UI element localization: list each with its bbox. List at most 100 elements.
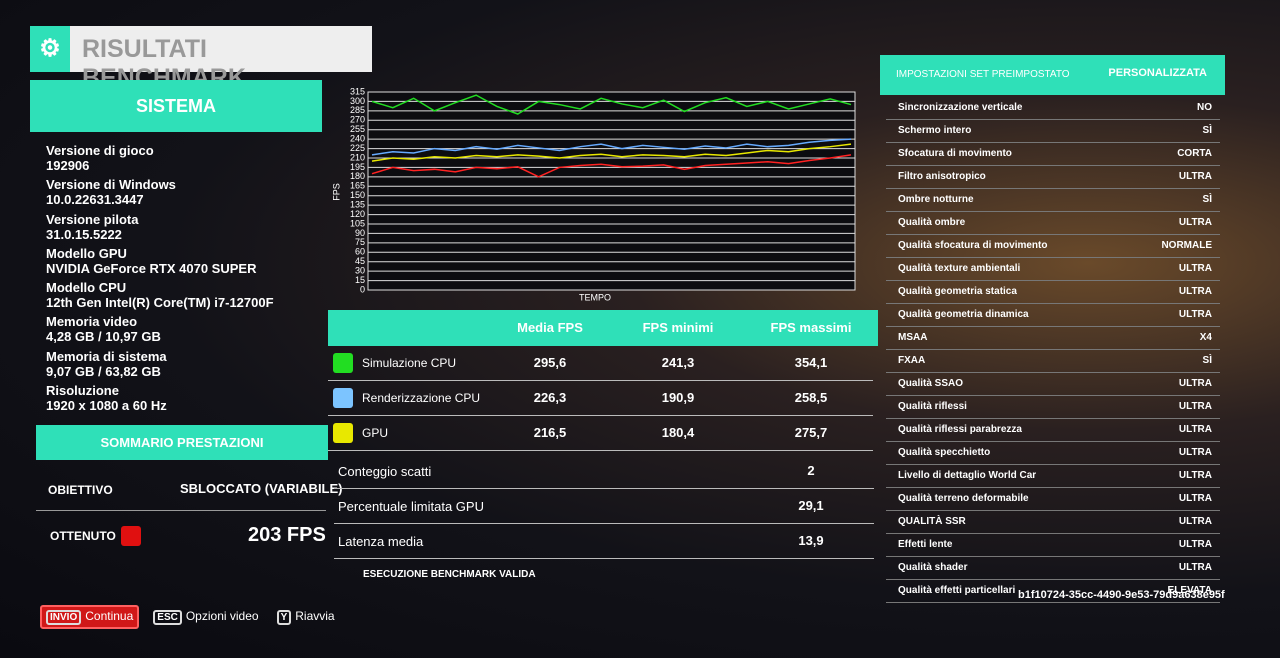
setting-label: Qualità shader xyxy=(898,562,968,573)
setting-row: Qualità geometria statica ULTRA xyxy=(886,281,1220,304)
stat-label: Percentuale limitata GPU xyxy=(338,499,484,514)
y-tick-label: 45 xyxy=(355,256,365,266)
stat-value: 13,9 xyxy=(798,533,824,548)
series-line xyxy=(371,154,852,178)
setting-label: Qualità specchietto xyxy=(898,447,991,458)
setting-row: Qualità effetti particellari ELEVATA xyxy=(886,580,1220,603)
column-header: Media FPS xyxy=(517,320,583,335)
system-item: Modello CPU 12th Gen Intel(R) Core(TM) i7… xyxy=(46,280,326,314)
setting-row: Ombre notturne SÌ xyxy=(886,189,1220,212)
divider xyxy=(36,510,326,511)
row-name: Renderizzazione CPU xyxy=(362,391,481,405)
gear-icon: ⚙ xyxy=(30,26,70,72)
system-item: Memoria di sistema 9,07 GB / 63,82 GB xyxy=(46,349,326,383)
setting-row: Qualità texture ambientali ULTRA xyxy=(886,258,1220,281)
footer-label: Riavvia xyxy=(295,609,335,623)
setting-row: Qualità sfocatura di movimento NORMALE xyxy=(886,235,1220,258)
stat-label: Latenza media xyxy=(338,534,424,549)
y-tick-label: 225 xyxy=(350,143,365,153)
system-value: 31.0.15.5222 xyxy=(46,226,122,242)
table-header: Media FPS FPS minimi FPS massimi xyxy=(328,310,878,346)
title-bar: ⚙ RISULTATI BENCHMARK xyxy=(30,26,372,92)
setting-label: Qualità geometria statica xyxy=(898,286,1017,297)
settings-list: Sincronizzazione verticale NO Schermo inte… xyxy=(886,97,1220,603)
footer-action[interactable]: Y Riavvia xyxy=(273,607,339,627)
setting-row: Qualità SSAO ULTRA xyxy=(886,373,1220,396)
system-item: Modello GPU NVIDIA GeForce RTX 4070 SUPER xyxy=(46,246,326,280)
footer-action[interactable]: ESC Opzioni video xyxy=(149,607,262,627)
setting-value: ULTRA xyxy=(1178,493,1212,504)
setting-row: Qualità specchietto ULTRA xyxy=(886,442,1220,465)
achieved-label: OTTENUTO xyxy=(50,529,116,543)
system-label: Memoria video xyxy=(46,314,138,330)
system-label: Risoluzione xyxy=(46,383,119,399)
system-value: 4,28 GB / 10,97 GB xyxy=(46,329,161,345)
system-label: Modello CPU xyxy=(46,280,127,296)
system-value: 192906 xyxy=(46,158,90,173)
row-cell: 354,1 xyxy=(794,355,828,370)
system-value: 1920 x 1080 a 60 Hz xyxy=(46,398,167,414)
system-value: NVIDIA GeForce RTX 4070 SUPER xyxy=(46,260,257,276)
setting-value: ULTRA xyxy=(1178,470,1212,481)
run-id: b1f10724-35cc-4490-9e53-79d9a638e95f xyxy=(1018,589,1225,601)
results-table: Media FPS FPS minimi FPS massimi Simulazion… xyxy=(328,310,878,580)
setting-row: Qualità ombre ULTRA xyxy=(886,212,1220,235)
y-tick-label: 240 xyxy=(350,134,365,144)
setting-row: QUALITÀ SSR ULTRA xyxy=(886,511,1220,534)
system-value: 12th Gen Intel(R) Core(TM) i7-12700F xyxy=(46,295,274,311)
system-value: 10.0.22631.3447 xyxy=(46,192,144,208)
y-tick-label: 300 xyxy=(350,96,365,106)
series-line xyxy=(371,143,852,162)
footer-action[interactable]: INVIO Continua xyxy=(40,605,140,629)
fps-chart: FPS TEMPO 015304560759010512013515016518… xyxy=(331,86,856,302)
setting-label: Sfocatura di movimento xyxy=(898,148,1012,159)
achieved-swatch xyxy=(121,526,141,546)
series-line xyxy=(371,138,852,156)
setting-value: NORMALE xyxy=(1161,240,1212,251)
setting-label: Effetti lente xyxy=(898,539,953,550)
setting-label: Qualità sfocatura di movimento xyxy=(898,240,1048,251)
setting-value: SÌ xyxy=(1202,194,1212,205)
setting-label: Qualità texture ambientali xyxy=(898,263,1021,274)
system-item: Versione di gioco 192906 xyxy=(46,143,326,177)
stat-row: Percentuale limitata GPU 29,1 xyxy=(334,489,874,524)
system-label: Versione pilota xyxy=(46,211,139,227)
setting-value: ULTRA xyxy=(1178,378,1212,389)
system-value: 9,07 GB / 63,82 GB xyxy=(46,363,161,379)
row-cell: 190,9 xyxy=(661,390,695,405)
system-label: Versione di gioco xyxy=(46,143,154,158)
setting-value: ELEVATA xyxy=(1167,585,1212,596)
row-cell: 258,5 xyxy=(794,390,828,405)
row-cell: 295,6 xyxy=(533,355,567,370)
y-tick-label: 30 xyxy=(355,266,365,276)
setting-value: ULTRA xyxy=(1178,263,1212,274)
system-label: Modello GPU xyxy=(46,245,127,261)
setting-value: ULTRA xyxy=(1178,171,1212,182)
row-swatch xyxy=(333,388,353,408)
footer: INVIO Continua ESC Opzioni video Y Riavvia xyxy=(40,605,339,629)
y-axis-label: FPS xyxy=(331,183,341,201)
setting-value: ULTRA xyxy=(1178,286,1212,297)
summary-title: SOMMARIO PRESTAZIONI xyxy=(36,425,328,460)
setting-value: ULTRA xyxy=(1178,217,1212,228)
stat-value: 29,1 xyxy=(798,498,824,513)
setting-label: Livello di dettaglio World Car xyxy=(898,470,1037,481)
y-tick-label: 15 xyxy=(355,275,365,285)
setting-value: SÌ xyxy=(1202,355,1212,366)
footer-label: Opzioni video xyxy=(185,609,259,623)
column-header: FPS massimi xyxy=(770,320,852,335)
setting-label: Qualità SSAO xyxy=(898,378,964,389)
y-tick-label: 180 xyxy=(350,171,365,181)
setting-row: Qualità terreno deformabile ULTRA xyxy=(886,488,1220,511)
setting-value: SÌ xyxy=(1202,125,1212,136)
setting-value: X4 xyxy=(1199,332,1212,343)
setting-value: ULTRA xyxy=(1178,424,1212,435)
setting-label: Qualità geometria dinamica xyxy=(898,309,1029,320)
stat-value: 2 xyxy=(807,463,815,478)
series-line xyxy=(371,94,852,115)
y-tick-label: 75 xyxy=(355,237,365,247)
setting-value: ULTRA xyxy=(1178,401,1212,412)
table-row: Simulazione CPU 295,6 241,3 354,1 xyxy=(328,346,873,381)
table-row: Renderizzazione CPU 226,3 190,9 258,5 xyxy=(328,381,873,416)
